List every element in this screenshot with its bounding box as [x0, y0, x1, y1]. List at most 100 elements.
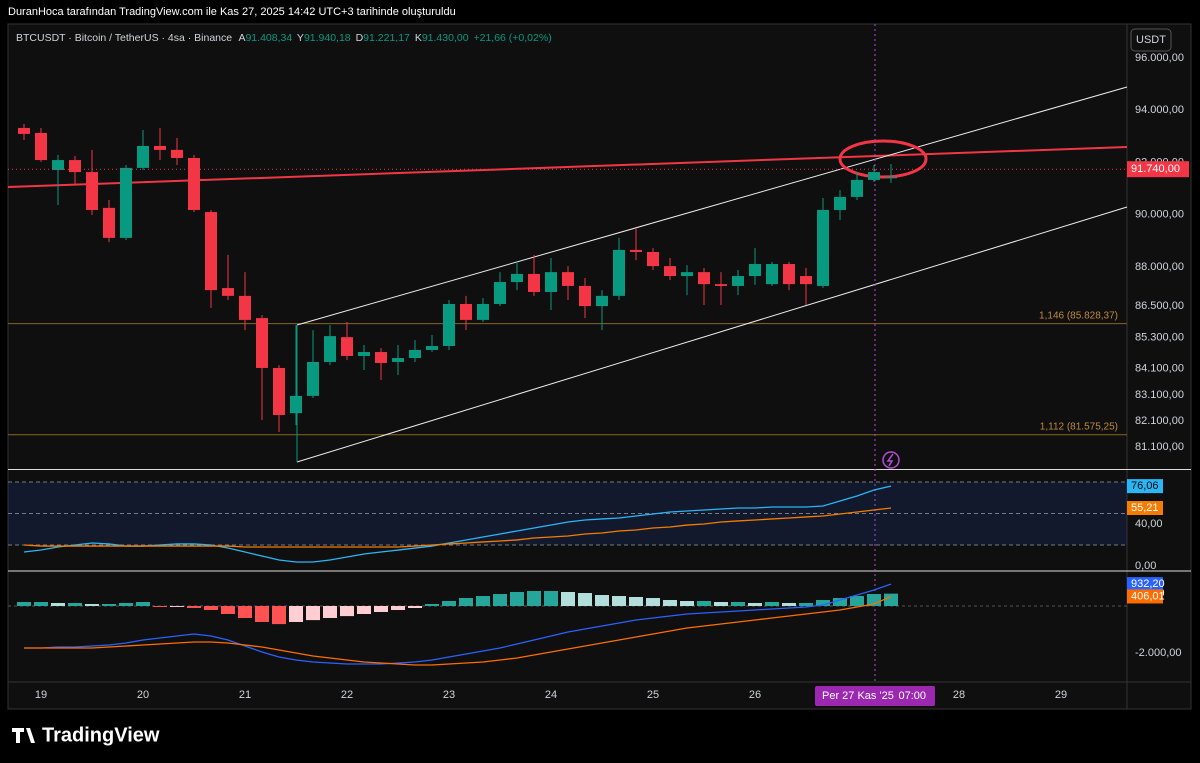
x-tick-label: 26: [749, 689, 761, 701]
candle-body: [783, 264, 795, 285]
histogram-bar: [119, 602, 133, 607]
banner: DuranHoca tarafından TradingView.com ile…: [8, 6, 456, 18]
y-tick-label: 84.100,00: [1135, 363, 1184, 375]
x-tick-label: 22: [341, 689, 353, 701]
crosshair-label-box: [815, 686, 935, 706]
highlight-circle: [838, 139, 928, 179]
alert-icon[interactable]: [882, 451, 900, 469]
histogram-bar: [102, 604, 116, 607]
y-tick-label: 82.100,00: [1135, 415, 1184, 427]
ohlc-key: A: [238, 32, 245, 44]
y-tick-label: 88.000,00: [1135, 261, 1184, 273]
rsi-line: [23, 485, 892, 563]
histogram-bar: [646, 598, 660, 607]
histogram-bar: [867, 594, 881, 607]
ohlc-key: Y: [297, 32, 304, 44]
candle-body: [596, 295, 608, 307]
chart-frame: [7, 23, 1192, 710]
candle-body: [35, 132, 47, 161]
histogram-bar: [612, 596, 626, 607]
last-price-label: 91.740,00: [1131, 163, 1180, 175]
legend: BTCUSDT · Bitcoin / TetherUS · 4sa · Bin…: [16, 32, 552, 44]
y-tick-label: 81.100,00: [1135, 441, 1184, 453]
histogram-bar: [493, 594, 507, 607]
candle-body: [817, 209, 829, 286]
candle-body: [290, 395, 302, 414]
ohlc-key: K: [415, 32, 422, 44]
crosshair-time: 07:00: [898, 690, 926, 702]
histogram-bar: [544, 591, 558, 607]
candle-body: [205, 212, 217, 291]
ohlc-value: 91.221,17: [363, 32, 410, 44]
candle-body: [579, 285, 591, 307]
histogram-bar: [221, 606, 235, 614]
histogram-bar: [68, 602, 82, 607]
candle-body: [664, 266, 676, 277]
histogram-bar: [765, 602, 779, 607]
histogram-bar: [748, 602, 762, 607]
rsi-tick-label: 40,00: [1135, 518, 1163, 530]
y-tick-label: 94.000,00: [1135, 104, 1184, 116]
fib-label: 1,112 (81.575,25): [1040, 421, 1118, 432]
macd-last-label: 406,01: [1131, 590, 1165, 602]
histogram-bar: [85, 604, 99, 607]
histogram-bar: [238, 606, 252, 618]
histogram-bar: [323, 606, 337, 618]
rsi-tick-label: 0,00: [1135, 560, 1156, 572]
candle-body: [885, 177, 897, 179]
candle-body: [358, 352, 370, 356]
candle-body: [545, 272, 557, 292]
x-tick-label: 21: [239, 689, 251, 701]
macd-line: [24, 583, 892, 665]
candle-body: [341, 337, 353, 356]
candle-body: [681, 272, 693, 277]
rsi-last-label: 76,06: [1131, 480, 1159, 492]
currency[interactable]: USDT: [1136, 34, 1166, 46]
candle-body: [86, 172, 98, 210]
x-tick-label: 20: [137, 689, 149, 701]
histogram-bar: [850, 596, 864, 607]
y-tick-label: 83.100,00: [1135, 389, 1184, 401]
candle-body: [749, 264, 761, 277]
histogram-bar: [306, 606, 320, 621]
candle-body: [409, 349, 421, 359]
histogram-bar: [816, 600, 830, 607]
channel-lower: [296, 206, 1128, 463]
ohlc-value: 91.408,34: [245, 32, 292, 44]
change: +21,66 (+0,02%): [473, 32, 551, 44]
y-tick-label: 96.000,00: [1135, 52, 1184, 64]
candle-body: [188, 157, 200, 210]
candle-body: [511, 273, 523, 283]
candle-body: [443, 303, 455, 347]
candle-body: [273, 367, 285, 415]
x-tick-label: 25: [647, 689, 659, 701]
candle-body: [766, 264, 778, 285]
candle-body: [460, 303, 472, 320]
candle-body: [834, 196, 846, 210]
candle-body: [69, 160, 81, 173]
candle-body: [137, 145, 149, 168]
currency-button[interactable]: [1130, 28, 1172, 52]
candle-body: [562, 272, 574, 286]
candle-body: [647, 252, 659, 267]
macd-last-label: 932,20: [1131, 578, 1165, 590]
candle-body: [120, 167, 132, 238]
histogram-bar: [663, 600, 677, 607]
histogram-bar: [340, 606, 354, 617]
candle-body: [375, 352, 387, 364]
histogram-bar: [697, 600, 711, 607]
macd-last-label-box: [1127, 589, 1163, 604]
histogram-bar: [714, 602, 728, 607]
candle-body: [851, 179, 863, 197]
candle-body: [52, 160, 64, 170]
candle-body: [477, 303, 489, 320]
histogram-bar: [782, 602, 796, 607]
candle-body: [868, 172, 880, 180]
symbol: BTCUSDT · Bitcoin / TetherUS · 4sa · Bin…: [16, 32, 232, 44]
candle-body: [630, 249, 642, 253]
histogram-bar: [799, 602, 813, 607]
candle-body: [18, 127, 30, 134]
crosshair-date: Per 27 Kas '25: [822, 690, 894, 702]
